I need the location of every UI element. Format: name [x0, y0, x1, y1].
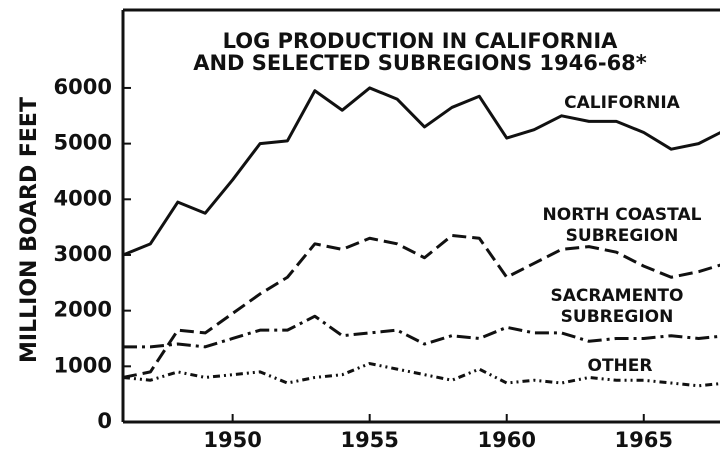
series-line — [122, 233, 720, 379]
y-tick-label: 2000 — [54, 298, 112, 322]
series-line — [122, 362, 720, 388]
chart-title: AND SELECTED SUBREGIONS 1946-68* — [193, 51, 647, 75]
y-tick-label: 4000 — [54, 186, 112, 210]
series-line — [122, 86, 720, 257]
y-tick-label: 5000 — [54, 131, 112, 155]
series-line — [123, 314, 720, 349]
series-label: OTHER — [588, 356, 653, 376]
y-tick-label: 6000 — [54, 75, 112, 99]
x-tick-label: 1955 — [340, 428, 398, 452]
y-tick-label: 0 — [97, 409, 112, 433]
series-label: NORTH COASTAL SUBREGION — [543, 205, 702, 246]
x-tick-label: 1960 — [478, 428, 536, 452]
x-tick-label: 1950 — [203, 428, 261, 452]
x-tick-label: 1965 — [615, 428, 673, 452]
chart-title: LOG PRODUCTION IN CALIFORNIA — [223, 29, 619, 53]
series-label: CALIFORNIA — [564, 93, 680, 113]
y-tick-label: 1000 — [54, 353, 112, 377]
series-label: SACRAMENTO SUBREGION — [551, 286, 684, 327]
y-axis-label: MILLION BOARD FEET — [17, 97, 42, 363]
y-tick-label: 3000 — [54, 242, 112, 266]
